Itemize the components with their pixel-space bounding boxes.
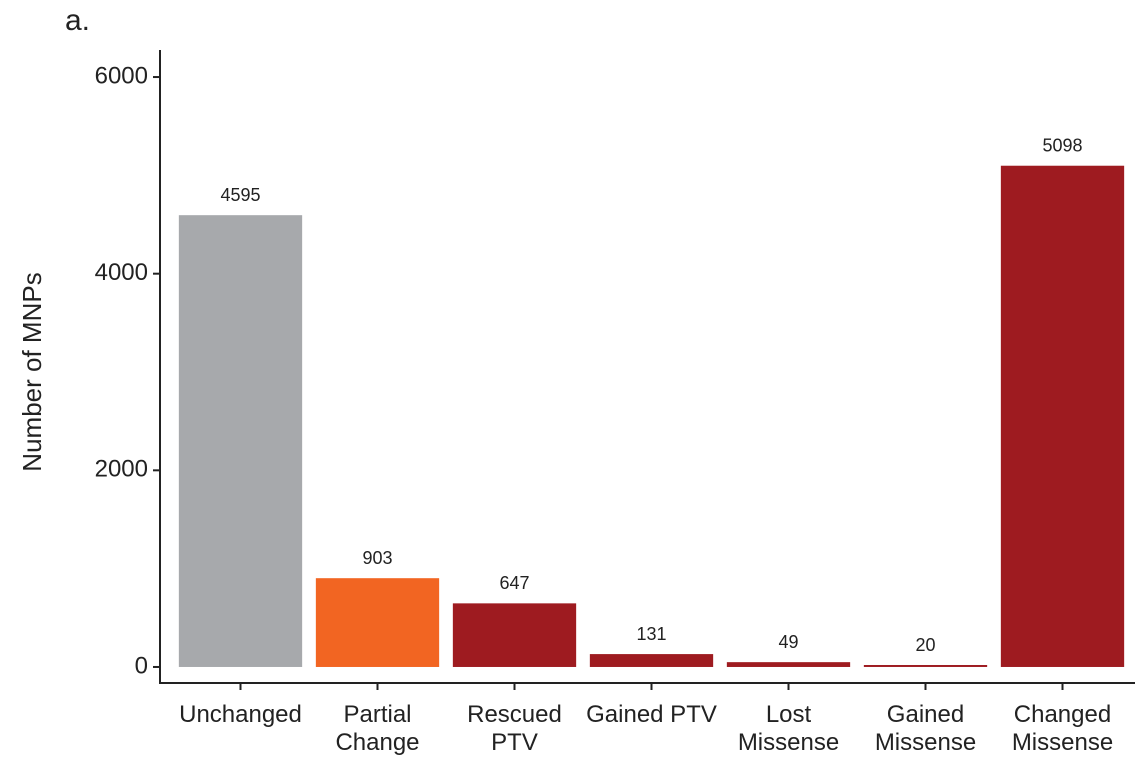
x-tick-label-box: Rescued PTV (467, 701, 562, 756)
x-tick-label: Gained Missense (874, 701, 977, 756)
bar (178, 215, 303, 667)
value-label: 5098 (1042, 135, 1082, 155)
bar (452, 603, 577, 667)
x-tick-label-box: Gained PTV (586, 701, 717, 728)
x-tick-label-box: Unchanged (179, 701, 302, 728)
x-tick-label-box: Partial Change (335, 701, 420, 756)
x-tick-label: Lost Missense (737, 701, 840, 756)
bar (1000, 165, 1125, 667)
x-tick-label: Gained PTV (586, 701, 717, 728)
panel-label: a. (65, 4, 90, 37)
x-tick-label: Partial Change (335, 701, 420, 756)
bar (726, 662, 851, 667)
value-label: 647 (499, 573, 529, 593)
bar (589, 654, 714, 667)
value-label: 903 (362, 548, 392, 568)
y-tick-label: 4000 (95, 259, 148, 286)
bar (315, 578, 440, 667)
x-tick-label: Changed Missense (1011, 701, 1114, 756)
x-tick-label: Rescued PTV (467, 701, 562, 756)
y-tick-label: 2000 (95, 456, 148, 483)
x-tick-label: Unchanged (179, 701, 302, 728)
x-tick-label-box: Gained Missense (874, 701, 977, 756)
value-label: 131 (636, 624, 666, 644)
y-axis-label: Number of MNPs (17, 272, 47, 471)
value-label: 20 (915, 635, 935, 655)
x-tick-label-box: Changed Missense (1011, 701, 1114, 756)
y-tick-label: 0 (135, 652, 148, 679)
bar (863, 665, 988, 667)
value-label: 4595 (220, 185, 260, 205)
y-tick-label: 6000 (95, 62, 148, 89)
value-label: 49 (778, 632, 798, 652)
x-tick-label-box: Lost Missense (737, 701, 840, 756)
